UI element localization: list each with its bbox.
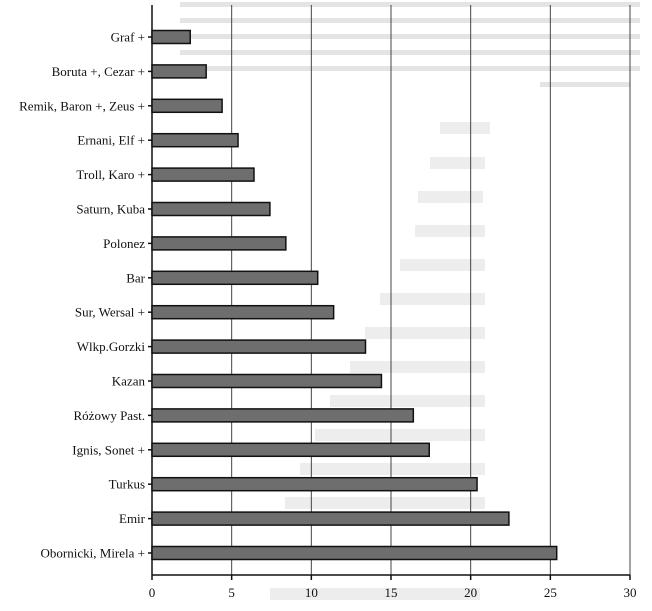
bar <box>151 236 287 251</box>
bar <box>151 167 255 182</box>
category-label: Wlkp.Gorzki <box>77 339 146 354</box>
bar <box>151 132 239 148</box>
x-tick-label: 30 <box>624 585 637 600</box>
category-label: Kazan <box>112 374 146 389</box>
bars-group <box>151 29 558 561</box>
x-tick-labels: 0 5 10 15 20 25 30 <box>149 585 637 600</box>
bar <box>151 304 335 320</box>
category-label: Turkus <box>109 477 145 492</box>
bar <box>151 511 510 526</box>
category-label: Polonez <box>103 236 145 251</box>
bar <box>151 339 367 354</box>
x-tick-label: 15 <box>385 585 398 600</box>
bar <box>151 201 271 217</box>
category-label: Bar <box>126 270 145 285</box>
bar <box>151 64 207 79</box>
x-tick-label: 0 <box>149 585 156 600</box>
category-label: Ignis, Sonet + <box>72 442 145 457</box>
category-label: Boruta +, Cezar + <box>52 64 145 79</box>
x-axis <box>148 36 631 580</box>
x-tick-label: 5 <box>228 585 235 600</box>
bar <box>151 98 223 114</box>
bar <box>151 545 558 561</box>
x-tick-label: 25 <box>544 585 557 600</box>
bar <box>151 373 383 389</box>
category-label: Remik, Baron +, Zeus + <box>19 98 145 113</box>
x-tick-label: 20 <box>464 585 477 600</box>
category-labels: Graf + Boruta +, Cezar + Remik, Baron +, Z… <box>19 30 146 561</box>
category-label: Emir <box>119 511 146 526</box>
bar <box>151 270 319 286</box>
bar <box>151 476 478 492</box>
bar <box>151 29 191 45</box>
bar <box>151 408 415 423</box>
category-label: Troll, Karo + <box>76 167 145 182</box>
bar <box>151 442 430 458</box>
category-label: Saturn, Kuba <box>76 202 145 217</box>
x-tick-label: 10 <box>305 585 318 600</box>
category-label: Obornicki, Mirela + <box>41 546 145 561</box>
category-label: Różowy Past. <box>74 408 146 423</box>
category-label: Ernani, Elf + <box>77 133 145 148</box>
category-label: Sur, Wersal + <box>75 305 145 320</box>
category-label: Graf + <box>111 30 145 45</box>
